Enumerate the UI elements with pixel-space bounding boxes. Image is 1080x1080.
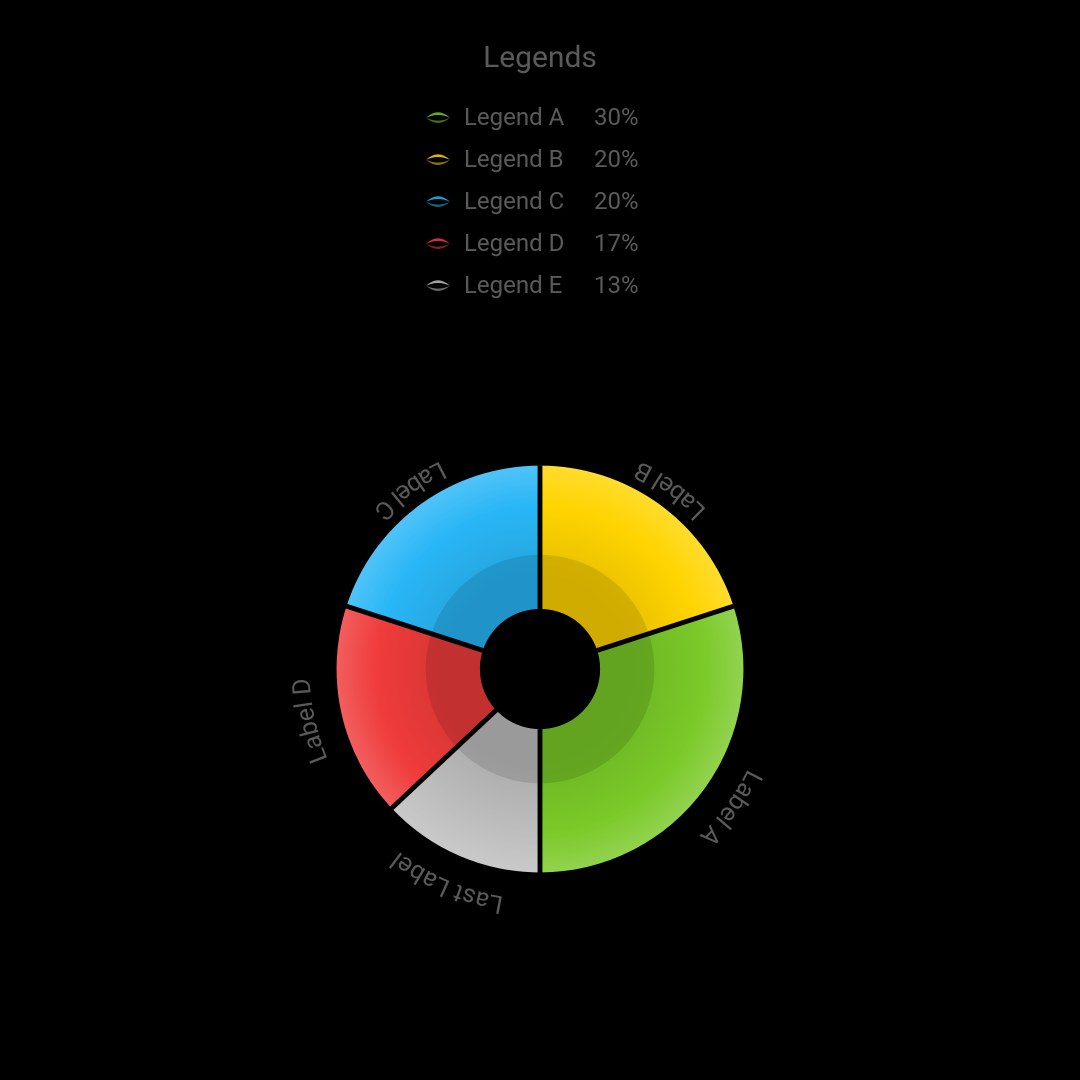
legend-label: Legend A [464,103,594,131]
legend-label: Legend E [464,271,594,299]
legend-item: Legend C20% [426,187,654,215]
legend-item: Legend E13% [426,271,654,299]
legend-percent: 20% [594,145,654,173]
legend-title: Legends [483,40,597,75]
chart-container: Legends Legend A30%Legend B20%Legend C20… [0,0,1080,1080]
legend-label: Legend C [464,187,594,215]
legend-swatch-icon [426,235,450,251]
legend-item: Legend D17% [426,229,654,257]
legend-item: Legend B20% [426,145,654,173]
legend-label: Legend D [464,229,594,257]
legend-swatch-icon [426,277,450,293]
donut-hole [480,609,600,729]
legend-percent: 20% [594,187,654,215]
legend-percent: 17% [594,229,654,257]
legend-list: Legend A30%Legend B20%Legend C20%Legend … [426,103,654,299]
legend-swatch-icon [426,193,450,209]
legend-item: Legend A30% [426,103,654,131]
slice-label: Label D [288,677,335,767]
legend-swatch-icon [426,151,450,167]
donut-chart: Label ALabel BLabel CLabel DLast Label [220,359,860,983]
legend-swatch-icon [426,109,450,125]
legend-percent: 30% [594,103,654,131]
legend-percent: 13% [594,271,654,299]
legend-label: Legend B [464,145,594,173]
